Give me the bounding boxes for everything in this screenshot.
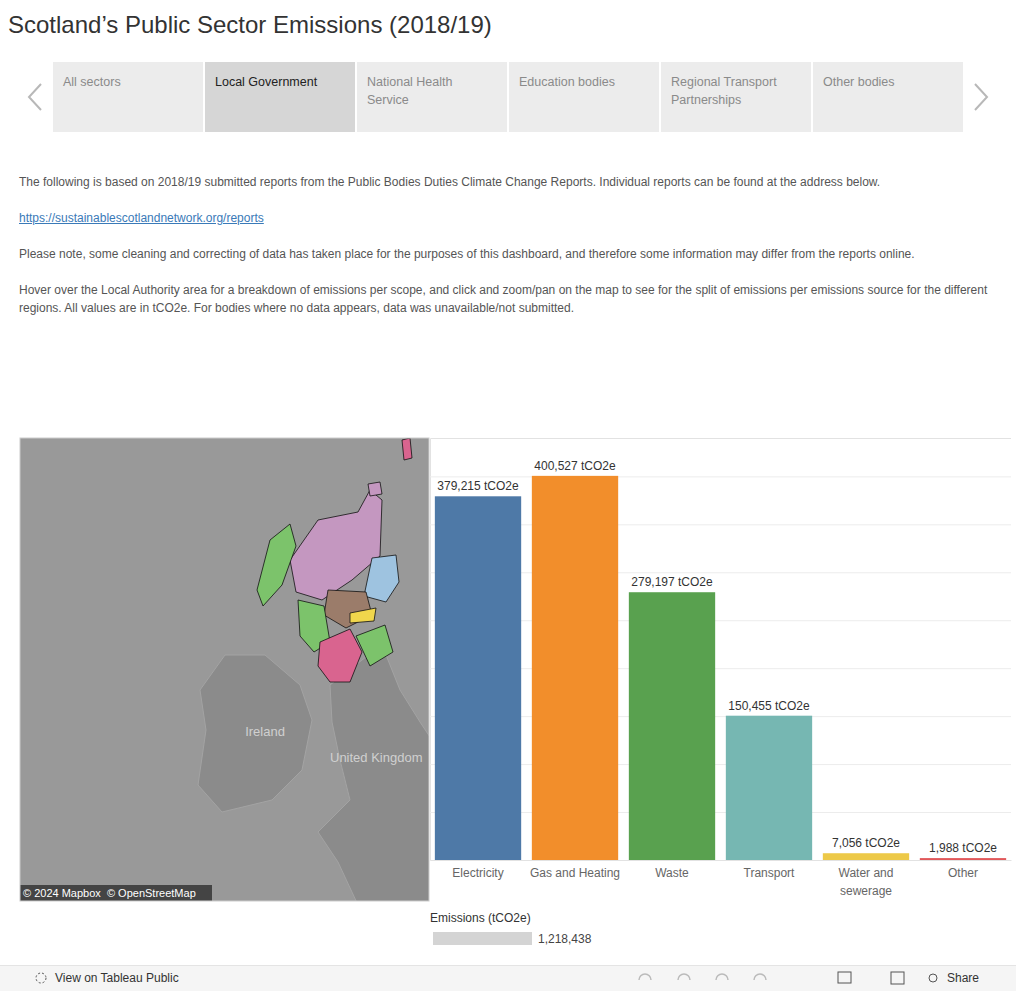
map-label: United Kingdom — [330, 750, 423, 765]
x-tick: Electricity — [452, 866, 503, 880]
bars — [435, 476, 1006, 860]
tab[interactable]: Local Government — [205, 62, 355, 132]
map-land — [318, 645, 429, 901]
tab-arrow-left[interactable] — [29, 84, 41, 110]
x-tick-label: Other — [948, 866, 978, 880]
y-axis-line — [431, 439, 1012, 861]
x-tick-label: Transport — [744, 866, 796, 880]
footer: View on Tableau Public Share — [0, 965, 1016, 991]
toolbar-icon[interactable] — [678, 974, 690, 980]
map-region[interactable] — [318, 629, 362, 682]
fullscreen-icon[interactable] — [891, 972, 904, 984]
map-region[interactable] — [368, 482, 382, 496]
x-tick: Gas and Heating — [530, 866, 620, 880]
paragraph: The following is based on 2018/19 submit… — [19, 173, 1004, 191]
grid-line — [430, 860, 1011, 861]
map-region[interactable] — [350, 608, 376, 623]
share[interactable]: Share — [947, 971, 979, 985]
map-label: Ireland — [245, 724, 285, 739]
legend-label: 1,218,438 — [538, 932, 592, 946]
tab[interactable]: All sectors — [53, 62, 203, 132]
map-land — [198, 655, 312, 812]
toolbar-icon[interactable] — [716, 974, 728, 980]
map[interactable]: Ireland United Kingdom © 2024 Mapbox © Ope… — [20, 438, 432, 905]
data-label: 150,455 tCO2e — [728, 699, 810, 713]
tab[interactable]: National Health Service — [357, 62, 507, 132]
map-region[interactable] — [356, 625, 393, 666]
bar[interactable] — [920, 858, 1006, 860]
x-tick-label: Gas and Heating — [530, 866, 620, 880]
bar[interactable] — [435, 496, 521, 860]
bar-chart: Electricity Gas and Heating Waste Transport… — [430, 439, 1012, 898]
map-frame — [20, 438, 429, 901]
map-region[interactable] — [364, 555, 399, 602]
paragraph: https://sustainablescotlandnetwork.org/r… — [19, 209, 1004, 227]
x-axis-line — [431, 860, 1012, 861]
x-tick-label: Water andsewerage — [839, 866, 894, 898]
x-tick: Other — [948, 866, 978, 880]
download-icon[interactable] — [838, 972, 851, 983]
description: The following is based on 2018/19 submit… — [19, 173, 1004, 335]
bar[interactable] — [532, 476, 618, 860]
paragraph: Hover over the Local Authority area for … — [19, 281, 1004, 317]
toolbar-icon[interactable] — [639, 974, 651, 980]
map-attribution-bg — [20, 885, 212, 901]
data-label: 7,056 tCO2e — [832, 836, 900, 850]
x-tick-label: Waste — [655, 866, 689, 880]
x-tick: Water andsewerage — [839, 866, 894, 898]
x-tick-label: Electricity — [452, 866, 503, 880]
canvas: Ireland United Kingdom © 2024 Mapbox © Ope… — [0, 0, 1016, 965]
bar[interactable] — [726, 716, 812, 860]
x-tick: Transport — [744, 866, 796, 880]
tab[interactable]: Regional Transport Partnerships — [661, 62, 811, 132]
data-labels: 379,215 tCO2e 400,527 tCO2e 279,197 tCO2e 1… — [437, 459, 997, 855]
tab[interactable]: Education bodies — [509, 62, 659, 132]
map-region[interactable] — [257, 524, 296, 606]
x-axis: Electricity Gas and Heating Waste Transport… — [431, 861, 1012, 898]
data-label: 279,197 tCO2e — [631, 575, 713, 589]
grid-tick — [430, 860, 1011, 861]
grid-tick — [430, 476, 1011, 477]
grid-line — [430, 476, 1011, 477]
tableau-icon[interactable] — [36, 973, 46, 983]
bar[interactable] — [823, 853, 909, 860]
view-on-tableau[interactable]: View on Tableau Public — [55, 971, 179, 985]
legend-title: Emissions (tCO2e) — [430, 911, 531, 925]
map-region[interactable] — [402, 438, 412, 460]
data-label: 379,215 tCO2e — [437, 479, 519, 493]
data-label: 1,988 tCO2e — [929, 841, 997, 855]
bar[interactable] — [629, 592, 715, 860]
paragraph: Please note, some cleaning and correctin… — [19, 245, 1004, 263]
data-label: 400,527 tCO2e — [534, 459, 616, 473]
map-region[interactable] — [324, 590, 372, 628]
link[interactable]: https://sustainablescotlandnetwork.org/r… — [19, 211, 264, 225]
tab[interactable]: Other bodies — [813, 62, 963, 132]
size-legend: Emissions (tCO2e) 1,218,438 — [430, 911, 592, 946]
title: Scotland’s Public Sector Emissions (2018… — [8, 11, 492, 39]
grid — [430, 439, 1011, 861]
toolbar-icon[interactable] — [754, 974, 766, 980]
tab-arrow-right[interactable] — [975, 84, 987, 110]
share-icon[interactable] — [929, 974, 937, 982]
map-attribution: © 2024 Mapbox © OpenStreetMap — [23, 887, 196, 899]
legend-bar — [433, 932, 532, 945]
x-tick: Waste — [655, 866, 689, 880]
